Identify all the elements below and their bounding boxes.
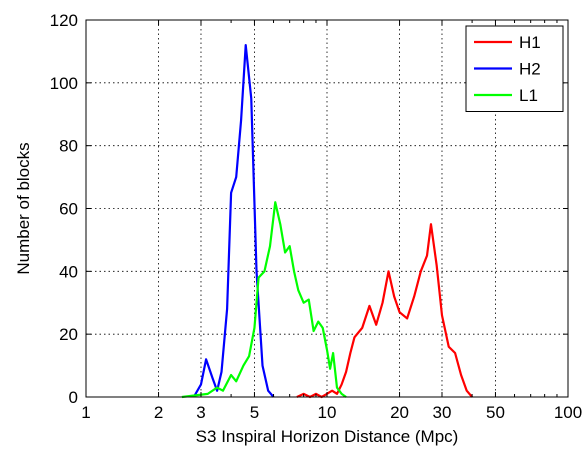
x-tick-label: 3 [196,403,205,422]
x-tick-label: 5 [250,403,259,422]
series-line-h1 [296,223,473,399]
series-line-l1 [181,201,347,399]
legend-label-h1: H1 [519,33,541,52]
x-tick-label: 100 [554,403,582,422]
x-tick-label: 50 [486,403,505,422]
y-tick-label: 60 [59,200,78,219]
legend: H1 H2 L1 [465,25,564,112]
y-tick-label: 0 [69,388,78,407]
y-tick-label: 120 [50,11,78,30]
axes [85,19,569,398]
x-tick-label: 1 [81,403,90,422]
legend-label-h2: H2 [519,60,541,79]
tick-labels: 1 2 3 5 10 20 30 50 100 0 20 40 60 80 100 120 [50,11,583,422]
x-tick-label: 20 [390,403,409,422]
x-tick-label: 30 [433,403,452,422]
legend-label-l1: L1 [519,86,538,105]
x-tick-label: 10 [318,403,337,422]
y-tick-label: 20 [59,325,78,344]
x-tick-label: 2 [154,403,163,422]
y-tick-label: 100 [50,74,78,93]
y-tick-label: 40 [59,262,78,281]
y-tick-label: 80 [59,137,78,156]
y-axis-label: Number of blocks [14,142,33,274]
x-axis-label: S3 Inspiral Horizon Distance (Mpc) [196,427,459,446]
series-line-h2 [192,44,275,398]
